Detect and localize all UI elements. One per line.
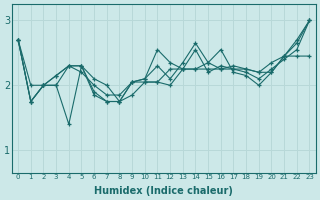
X-axis label: Humidex (Indice chaleur): Humidex (Indice chaleur) [94,186,233,196]
